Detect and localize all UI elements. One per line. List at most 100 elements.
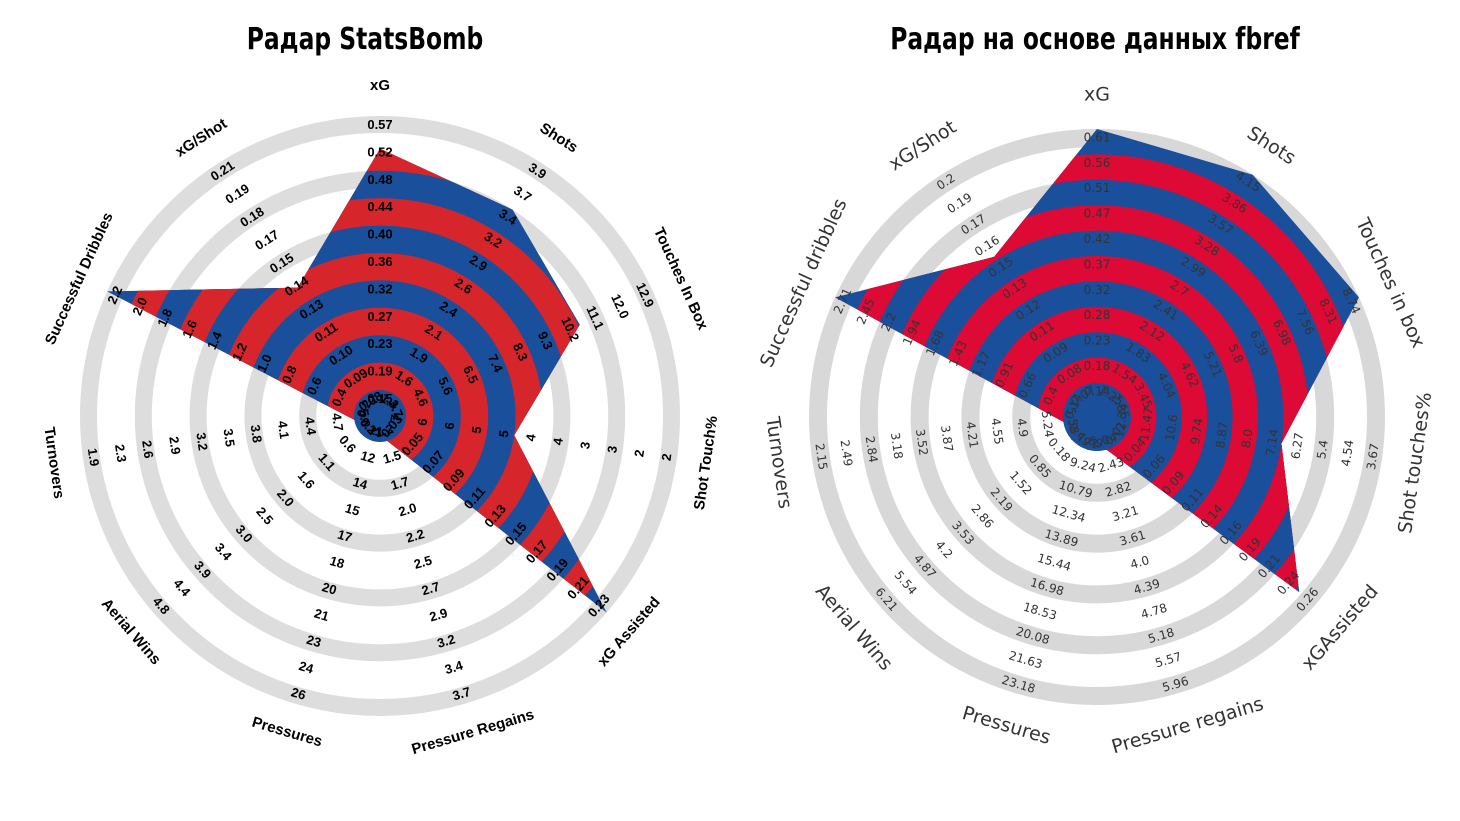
tick-label: 4.78 (1139, 601, 1169, 622)
axis-label: Pressures (250, 714, 324, 751)
tick-label: 4.54 (1339, 439, 1357, 467)
tick-label: 24 (297, 658, 316, 677)
tick-label: 0.42 (1084, 232, 1111, 246)
tick-label: 4.55 (988, 417, 1006, 445)
tick-label: 4.2 (933, 538, 956, 562)
tick-label: 23 (305, 632, 323, 650)
fbref-radar-panel: Радар на основе данных fbref 0.61 0.56 0.5… (730, 0, 1460, 821)
tick-label: 1.6 (179, 318, 200, 341)
tick-label: 6 (442, 421, 458, 430)
tick-label: 3 (604, 445, 620, 454)
tick-label: 9.24 (1068, 455, 1098, 476)
tick-label: 1.2 (229, 341, 250, 364)
axis-label: Pressure Regains (410, 706, 536, 758)
tick-label: 2 (659, 452, 675, 461)
tick-label: 3.2 (193, 432, 210, 452)
tick-label: 2 (631, 449, 647, 458)
statsbomb-radar-panel: Радар StatsBomb 0.57 0.52 0.48 0.44 0.40 0.36… (40, 22, 721, 758)
tick-label: 2.0 (129, 295, 150, 318)
tick-label: 5.0 (356, 408, 373, 428)
tick-label: 2.2 (404, 526, 426, 545)
center-disc (1063, 383, 1131, 451)
tick-label: 2.86 (968, 502, 996, 531)
tick-label: 0.19 (945, 190, 975, 216)
tick-label: 0.18 (1084, 359, 1111, 373)
tick-label: 0.19 (367, 364, 392, 379)
tick-label: 3.87 (938, 424, 956, 452)
axis-label: xG/Shot (173, 115, 231, 160)
tick-label: 0.8 (279, 363, 300, 386)
tick-label: 6.5 (460, 363, 481, 386)
tick-label: 0.4 (329, 385, 350, 408)
tick-label: 20 (320, 579, 338, 597)
tick-label: 21 (313, 606, 331, 624)
tick-label: 0.6 (304, 375, 325, 398)
tick-label: 8.3 (510, 341, 531, 364)
tick-label: 2.5 (253, 504, 276, 527)
tick-label: 12.34 (1112, 403, 1131, 439)
tick-label: 5.58 (1064, 406, 1082, 434)
tick-label: 2.43 (1096, 455, 1126, 476)
axis-label: Successful dribbles (756, 195, 852, 370)
axis-label: Shot Touch% (691, 415, 721, 511)
tick-label: 4.6 (410, 386, 431, 409)
tick-label: 15 (343, 500, 361, 518)
tick-label: 3.8 (248, 424, 265, 444)
tick-label: 0.28 (1084, 308, 1111, 322)
tick-label: 0.48 (367, 172, 392, 187)
tick-label: 0.32 (1084, 283, 1111, 297)
fbref-radar-chart: 0.61 0.56 0.51 0.47 0.42 0.37 0.32 0.28 0.23 0.18… (756, 84, 1436, 759)
tick-label: 1.6 (295, 468, 318, 491)
tick-label: 3 (577, 441, 593, 450)
tick-label: 9.74 (1188, 417, 1206, 445)
tick-label: 3.4 (212, 540, 236, 564)
tick-label: 2.2 (104, 284, 125, 307)
tick-label: 5.24 (1039, 410, 1057, 438)
tick-label: 0.2 (354, 397, 375, 420)
tick-label: 2.15 (812, 442, 830, 470)
tick-label: 3.2 (435, 631, 457, 650)
tick-label: 4 (550, 436, 566, 446)
tick-label: 3.4 (443, 657, 465, 677)
tick-label: 0.47 (1084, 207, 1111, 221)
tick-label: 3.67 (1364, 442, 1382, 470)
grid-ring (80, 116, 680, 716)
tick-label: 1.52 (1007, 468, 1035, 497)
tick-label: 7.4 (485, 352, 506, 375)
tick-label: 26 (289, 684, 307, 702)
tick-label: 11 (367, 422, 384, 440)
tick-label: 21.63 (1007, 648, 1044, 671)
statsbomb-radar-chart: 0.570.520.480.440.400.360.320.270.230.19… (40, 77, 721, 758)
tick-label: 12.0 (608, 292, 632, 321)
tick-label: 3.7 (385, 397, 406, 420)
tick-label: 0.19 (223, 181, 252, 207)
tick-label: 4.7 (329, 412, 346, 432)
tick-label: 1.9 (85, 447, 102, 467)
tick-label: 0.51 (1084, 181, 1111, 195)
tick-label: 11.47 (1137, 406, 1156, 442)
tick-label: 15.44 (1036, 551, 1073, 574)
axis-label: Pressures (960, 702, 1054, 749)
tick-label: 18 (328, 553, 346, 571)
tick-label: 0.40 (367, 227, 392, 242)
tick-label: 0.52 (367, 144, 392, 159)
tick-label: 2.6 (139, 439, 156, 459)
tick-label: 18.53 (1021, 600, 1058, 623)
tick-label: 2.9 (428, 605, 450, 624)
axis-label: Turnovers (40, 426, 67, 500)
axis-label: xG/Shot (885, 116, 960, 175)
tick-label: 0.6 (336, 432, 359, 455)
tick-label: 2.5 (412, 552, 434, 571)
tick-label: 4.21 (963, 421, 981, 449)
tick-label: 3.7 (451, 684, 473, 703)
tick-label: 17 (336, 527, 354, 545)
tick-label: 0.23 (1084, 334, 1111, 348)
tick-label: 0.32 (367, 281, 392, 296)
tick-label: 0.27 (367, 309, 392, 324)
tick-label: 5 (469, 425, 485, 434)
tick-label: 12 (359, 448, 377, 466)
tick-label: 7.14 (1263, 428, 1281, 456)
tick-label: 8.87 (1213, 421, 1231, 449)
tick-label: 3.21 (1111, 503, 1141, 524)
tick-label: 9.3 (535, 329, 556, 352)
